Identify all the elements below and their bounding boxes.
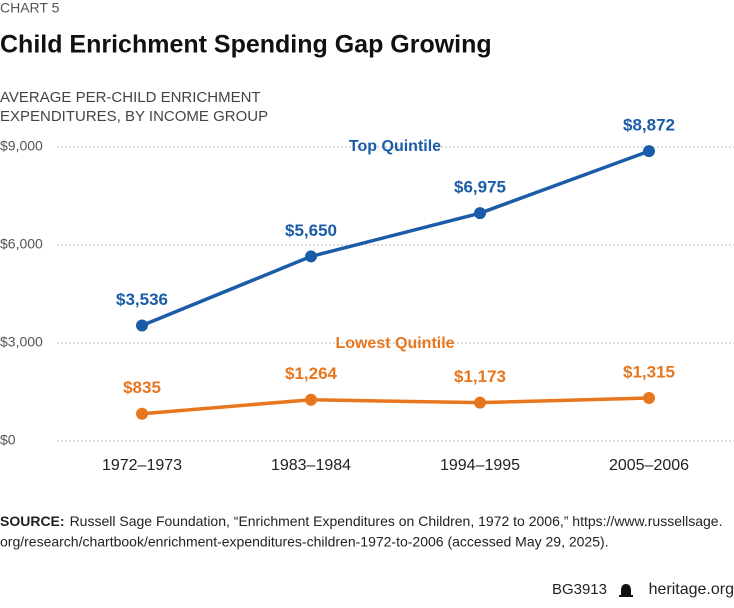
x-tick-label: 1983–1984	[271, 457, 351, 474]
source-label: SOURCE:	[0, 513, 65, 529]
x-tick-label: 1994–1995	[440, 457, 520, 474]
source-text: org/research/chartbook/enrichment-expend…	[0, 534, 609, 550]
data-label: $6,975	[454, 178, 506, 197]
data-label: $1,173	[454, 367, 506, 386]
data-label: $3,536	[116, 290, 168, 309]
series-label: Top Quintile	[349, 138, 441, 155]
data-label: $1,315	[623, 363, 675, 382]
y-tick-label: $3,000	[0, 334, 43, 350]
data-point	[474, 207, 486, 220]
data-point	[136, 319, 148, 332]
data-label: $8,872	[623, 116, 675, 135]
x-tick-label: 1972–1973	[102, 457, 182, 474]
y-tick-label: $9,000	[0, 138, 43, 154]
bell-icon	[619, 584, 633, 597]
data-label: $1,264	[285, 364, 338, 383]
data-point	[474, 396, 486, 409]
source: SOURCE: Russell Sage Foundation, “Enrichm…	[0, 513, 722, 529]
chart-title: Child Enrichment Spending Gap Growing	[0, 31, 492, 59]
footer-id: BG3913	[552, 581, 607, 598]
source-text: Russell Sage Foundation, “Enrichment Exp…	[70, 513, 723, 529]
series-line	[141, 396, 650, 416]
subtitle: EXPENDITURES, BY INCOME GROUP	[0, 108, 268, 125]
y-tick-label: $6,000	[0, 236, 43, 252]
data-point	[643, 145, 655, 158]
data-point	[305, 393, 317, 406]
footer-site: heritage.org	[649, 581, 734, 598]
data-point	[643, 392, 655, 405]
chart-kicker: CHART 5	[0, 0, 60, 16]
data-point	[305, 250, 317, 263]
series-line	[141, 149, 650, 328]
y-tick-label: $0	[0, 432, 16, 448]
series-label: Lowest Quintile	[335, 335, 454, 352]
subtitle: AVERAGE PER-CHILD ENRICHMENT	[0, 89, 261, 106]
data-point	[136, 407, 148, 420]
data-label: $835	[123, 378, 161, 397]
x-tick-label: 2005–2006	[609, 457, 689, 474]
data-label: $5,650	[285, 221, 337, 240]
